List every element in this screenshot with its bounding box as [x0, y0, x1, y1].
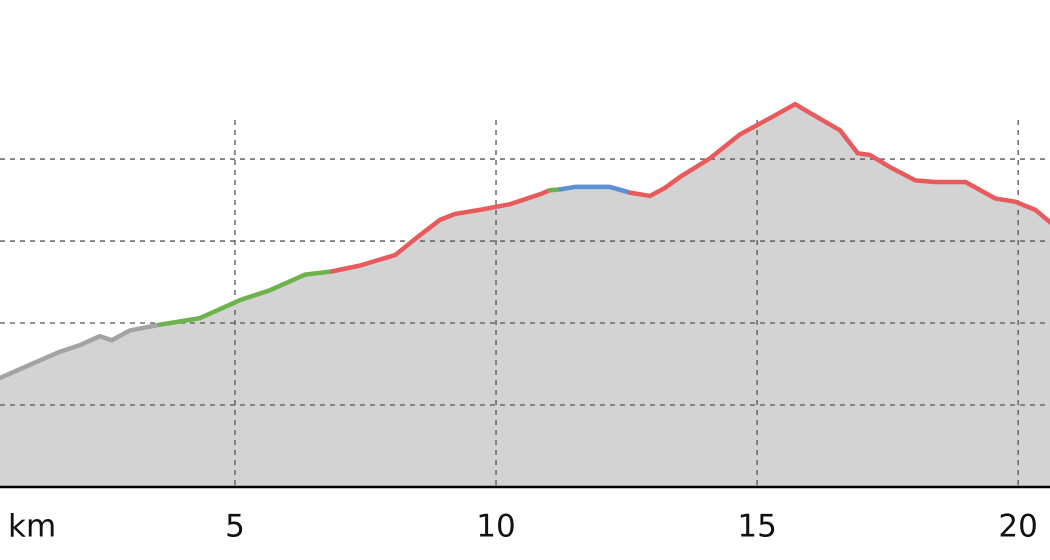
area-fill	[331, 189, 551, 488]
profile-line	[329, 187, 553, 274]
profile-line	[0, 322, 163, 381]
x-tick-label: 5	[225, 509, 245, 545]
x-tick-label: 20	[998, 509, 1037, 545]
area-fill	[0, 324, 161, 488]
area-fill	[629, 103, 1050, 488]
profile-line	[627, 101, 1050, 225]
area-fill	[549, 188, 561, 488]
area-fill	[159, 270, 333, 488]
profile-line	[157, 269, 335, 327]
profile-line	[557, 184, 633, 195]
area-fill	[559, 186, 631, 488]
x-tick-label: 10	[476, 509, 515, 545]
x-tick-label: 15	[737, 509, 776, 545]
x-axis-label: km	[8, 509, 56, 545]
